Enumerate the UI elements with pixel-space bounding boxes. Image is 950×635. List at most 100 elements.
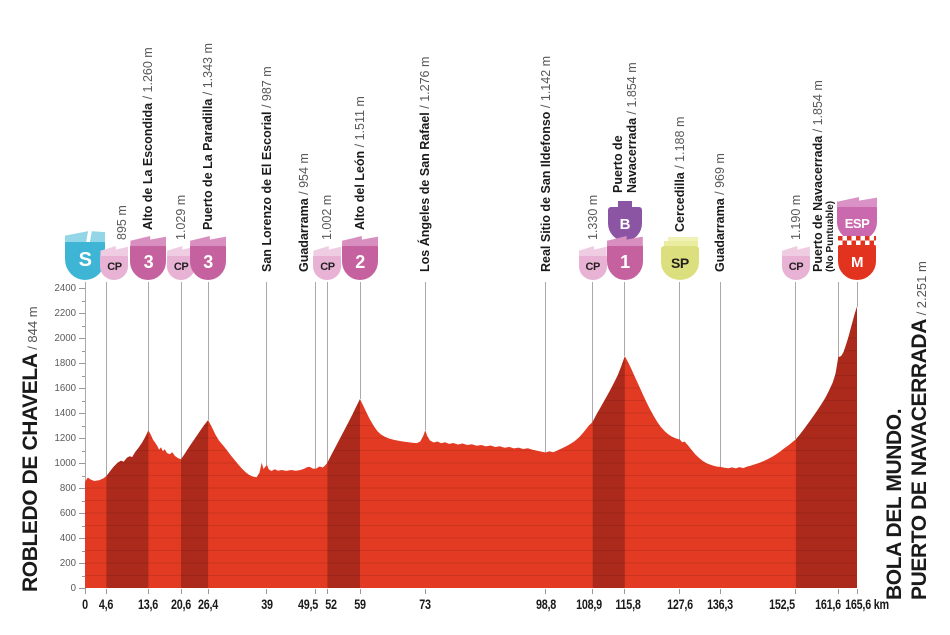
x-axis-tick-label: 73 [419,597,432,612]
y-axis-major-tick [79,488,86,489]
marker-icon-stack: CP [781,254,810,280]
marker-label-line: San Lorenzo de El Escorial / 987 m [260,66,274,272]
y-axis-tick-label: 2200 [54,307,76,319]
marker-label-line: Real Sitio de San Ildefonso / 1.142 m [539,56,553,272]
marker-name: Real Sitio de San Ildefonso [538,111,553,272]
marker-label-line: 1.029 m [174,195,188,240]
marker-label-line: Puerto de Navacerrada / 1.854 m [811,80,825,272]
marker-label-line: Puerto de La Paradilla / 1.343 m [201,43,215,230]
x-axis-tick [795,589,797,594]
climb-segment [795,306,857,588]
cp-icon: CP [313,254,342,280]
marker-line [624,282,626,357]
marker-name: Guadarrama [713,198,728,272]
marker-line [359,282,361,400]
marker-label-line: Puerto de [611,62,625,193]
elevation-profile-svg [85,306,857,588]
x-axis-tick-label: 127,6 [666,597,693,612]
y-axis-minor-tick [82,400,86,402]
y-axis-tick-label: 200 [59,557,76,569]
marker-line [679,282,681,440]
marker-label-line: 1.330 m [586,195,600,240]
x-axis-tick-label: 52 [325,597,338,612]
x-axis-tick-label: 161,6 [815,597,842,612]
marker-label-line: Cercedilla / 1.188 m [673,117,687,232]
x-axis-tick [105,589,107,594]
y-axis-tick-label: 1200 [54,432,76,444]
marker-line [315,282,317,469]
marker-elevation: / 1.854 m [811,80,826,136]
x-axis-tick-label: 49,5 [297,597,318,612]
marker-line [147,282,149,431]
x-axis-tick [266,589,268,594]
marker-line [592,282,594,422]
y-axis-minor-tick [82,450,86,452]
start-location-title: ROBLEDO DE CHAVELA / 844 m [18,306,45,592]
marker-elevation: / 1.142 m [538,55,553,112]
marker-label-line: 1.190 m [789,195,803,240]
marker-elevation: / 1.511 m [353,96,368,151]
y-axis-major-tick [79,313,86,314]
marker-elevation: / 1.854 m [624,62,639,118]
marker-name: Alto de La Escondida [141,102,156,230]
y-axis-major-tick [79,538,86,539]
marker-line [837,282,839,357]
marker-label: Alto del León / 1.511 m [353,96,367,230]
marker-icon-stack: 3 [190,244,227,280]
x-axis-tick-label: 136,3 [707,597,734,612]
x-axis-tick-label: 0 [82,597,88,612]
y-axis-minor-tick [82,300,86,302]
x-axis-tick-label: 13,6 [138,597,159,612]
marker-label: 895 m [115,205,129,240]
marker-name: San Lorenzo de El Escorial [259,111,274,272]
marker-line [266,282,268,465]
y-axis-major-tick [79,463,86,464]
marker-label: Guadarrama / 969 m [713,153,727,272]
marker-label-line: Alto del León / 1.511 m [353,96,367,230]
y-axis-minor-tick [82,550,86,552]
cp-icon: CP [781,254,810,280]
marker-label: Los Ángeles de San Rafael / 1.276 m [418,57,432,272]
y-axis-tick-label: 2000 [54,332,76,344]
x-axis-tick-label: 115,8 [615,597,641,612]
marker-elevation: / 954 m [296,153,311,199]
x-axis-tick [207,589,209,594]
marker-line [180,282,182,460]
marker-icon-stack: S [65,240,105,280]
start-icon: S [65,240,105,280]
y-axis-tick-label: 1600 [54,382,76,394]
marker-icon-stack: CP [313,254,342,280]
marker-elevation: / 1.276 m [418,56,433,113]
esp-icon: ESP [837,205,877,241]
cp-icon: CP [578,254,607,280]
y-axis-major-tick [79,438,86,439]
climb-segment [181,420,209,588]
y-axis-tick-label: 1000 [54,457,76,469]
marker-elevation: / 1.188 m [672,116,687,173]
marker-label-line: 895 m [115,205,129,240]
y-axis-minor-tick [82,325,86,327]
y-axis-minor-tick [82,525,86,527]
cp-icon: CP [100,254,129,280]
x-axis-tick-label: 59 [354,597,366,612]
marker-name: Navacerrada [624,117,639,193]
finish-location-elevation: / 2.251 m [914,261,929,320]
cat-icon: 3 [130,244,167,280]
cat-icon: 2 [342,244,379,280]
marker-name: Cercedilla [672,172,687,232]
y-axis-major-tick [79,413,86,414]
y-axis-minor-tick [82,575,86,577]
marker-label: 1.330 m [586,195,600,240]
marker-line [207,282,209,421]
marker-elevation: 1.190 m [788,194,803,240]
y-axis-tick-label: 1400 [54,407,76,419]
marker-elevation: 1.002 m [320,194,335,240]
sp-icon: SP [660,237,699,280]
marker-icon-stack: ESP M [837,205,877,280]
x-axis-tick [359,589,361,594]
x-axis-tick [856,589,858,594]
y-axis-major-tick [79,513,86,514]
climb-segment [106,430,149,588]
marker-label: Alto de La Escondida / 1.260 m [141,47,155,230]
